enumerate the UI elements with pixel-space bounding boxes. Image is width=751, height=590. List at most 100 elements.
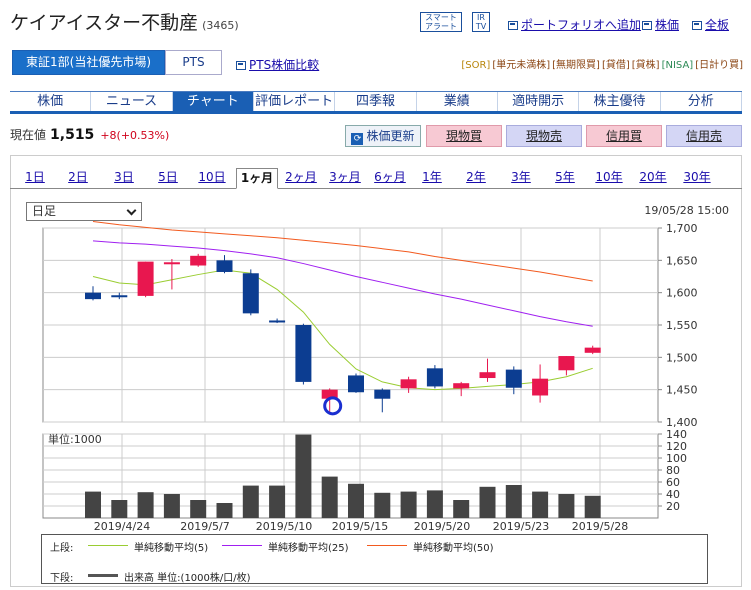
candle-body (558, 356, 575, 371)
trade-tag: [SOR] (461, 60, 491, 71)
y-tick-label: 1,450 (666, 384, 698, 397)
x-tick-label: 2019/5/7 (180, 520, 229, 533)
volume-bar (295, 434, 312, 518)
period-tab-14[interactable]: 20年 (639, 170, 667, 184)
volume-bar (85, 491, 101, 518)
period-tab-12[interactable]: 5年 (555, 170, 575, 184)
zenban-link[interactable]: 全板 (692, 16, 729, 33)
ir-tv-button[interactable]: IR TV (472, 12, 490, 32)
volume-bar (111, 500, 128, 518)
candle-body (163, 262, 180, 265)
trade-tag: [NISA] (661, 60, 694, 71)
period-tab-6[interactable]: 2ヶ月 (285, 170, 317, 184)
genbutsu-buy-label[interactable]: 現物買 (445, 129, 482, 143)
x-tick-label: 2019/5/15 (332, 520, 388, 533)
y-tick-label: 1,700 (666, 222, 698, 235)
period-tab-9[interactable]: 1年 (422, 170, 442, 184)
period-tab-11[interactable]: 3年 (511, 170, 531, 184)
volume-bar (242, 485, 259, 518)
chart-legend: 上段: 単純移動平均(5) 単純移動平均(25) 単純移動平均(50) 下段: … (41, 534, 708, 584)
candle-body (137, 261, 154, 296)
candle-body (453, 383, 470, 389)
period-tab-4[interactable]: 10日 (198, 170, 226, 184)
window-icon (236, 61, 246, 70)
candle-body (426, 368, 443, 387)
refresh-price-button[interactable]: ⟳ 株価更新 (345, 125, 421, 147)
nav-tab-3[interactable]: 評価レポート (253, 92, 336, 111)
period-tab-7[interactable]: 3ヶ月 (329, 170, 361, 184)
period-tab-8[interactable]: 6ヶ月 (374, 170, 406, 184)
refresh-label: 株価更新 (366, 129, 415, 143)
shinyo-sell-label[interactable]: 信用売 (685, 129, 722, 143)
vol-tick-label: 60 (666, 476, 680, 489)
smart-alert-button[interactable]: スマート アラート (420, 12, 462, 32)
kabuka-link[interactable]: 株価 (642, 16, 679, 33)
period-tab-1[interactable]: 2日 (68, 170, 88, 184)
shinyo-sell-button[interactable]: 信用売 (666, 125, 742, 147)
candle-body (269, 320, 286, 323)
chart-datetime: 19/05/28 15:00 (644, 204, 729, 217)
trade-tag: [単元未満株] (492, 60, 551, 71)
volume-unit-label: 単位:1000 (48, 432, 102, 446)
genbutsu-sell-button[interactable]: 現物売 (506, 125, 582, 147)
price-row: 現在値 1,515 +8(+0.53%) (10, 126, 169, 143)
legend-ma25: 単純移動平均(25) (268, 543, 349, 554)
price-change-pct: (+0.53%) (116, 129, 170, 142)
nav-tab-7[interactable]: 株主優待 (579, 92, 661, 111)
candle-body (584, 347, 601, 353)
nav-tab-5[interactable]: 業績 (416, 92, 498, 111)
period-tab-2[interactable]: 3日 (114, 170, 134, 184)
period-tab-0[interactable]: 1日 (25, 170, 45, 184)
period-tab-5[interactable]: 1ヶ月 (236, 168, 278, 189)
market-tab-pts[interactable]: PTS (165, 50, 222, 75)
pts-compare-link[interactable]: PTS株価比較 (236, 56, 319, 73)
nav-tab-2[interactable]: チャート (172, 92, 254, 111)
nav-tab-4[interactable]: 四季報 (335, 92, 417, 111)
candle-body (321, 389, 338, 399)
vol-tick-label: 120 (666, 440, 687, 453)
kabuka-text[interactable]: 株価 (655, 18, 680, 32)
nav-tab-8[interactable]: 分析 (660, 92, 742, 111)
interval-select[interactable]: 日足 (26, 202, 142, 221)
candle-body (348, 375, 364, 393)
vol-tick-label: 40 (666, 488, 680, 501)
candle-body (532, 378, 549, 396)
company-title: ケイアイスター不動産 (3465) (10, 8, 239, 35)
period-tab-10[interactable]: 2年 (466, 170, 486, 184)
shinyo-buy-label[interactable]: 信用買 (605, 129, 642, 143)
trade-tags: [SOR] [単元未満株] [無期限買] [貸借] [貸株] [NISA] [日計り買] (459, 56, 743, 71)
volume-bar (216, 503, 233, 518)
period-tab-13[interactable]: 10年 (595, 170, 623, 184)
period-tab-15[interactable]: 30年 (683, 170, 711, 184)
volume-bar (374, 492, 391, 518)
market-tab-tse[interactable]: 東証1部(当社優先市場) (12, 50, 165, 75)
volume-bar (269, 485, 286, 518)
period-tab-3[interactable]: 5日 (158, 170, 178, 184)
x-tick-label: 2019/5/10 (256, 520, 312, 533)
candle-body (505, 369, 522, 388)
volume-bar (532, 491, 549, 518)
vol-tick-label: 20 (666, 500, 680, 513)
candle-body (111, 295, 128, 298)
nav-tab-1[interactable]: ニュース (91, 92, 173, 111)
nav-tab-6[interactable]: 適時開示 (497, 92, 580, 111)
zenban-text[interactable]: 全板 (705, 18, 730, 32)
portfolio-add-link[interactable]: ポートフォリオへ追加 (508, 16, 641, 33)
legend-ma50-swatch (367, 545, 407, 546)
portfolio-add-text[interactable]: ポートフォリオへ追加 (521, 18, 642, 32)
genbutsu-sell-label[interactable]: 現物売 (525, 129, 562, 143)
pts-compare-text[interactable]: PTS株価比較 (249, 58, 320, 72)
legend-ma5: 単純移動平均(5) (134, 543, 209, 554)
genbutsu-buy-button[interactable]: 現物買 (426, 125, 502, 147)
volume-bar (163, 494, 180, 518)
window-icon (642, 21, 652, 30)
price-chart-area: 1,400 1,450 1,500 1,550 1,600 1,650 1,700 (42, 221, 698, 429)
stock-code: (3465) (202, 19, 239, 32)
volume-bar (137, 492, 154, 518)
legend-volume-swatch (88, 574, 118, 577)
nav-tab-0[interactable]: 株価 (10, 92, 92, 111)
shinyo-buy-button[interactable]: 信用買 (586, 125, 662, 147)
legend-ma50: 単純移動平均(50) (413, 543, 494, 554)
